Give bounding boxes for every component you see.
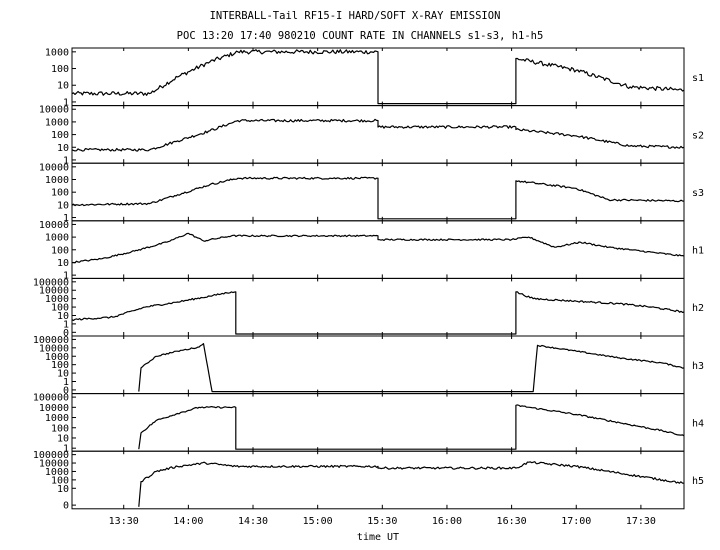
series-line-h5 xyxy=(138,461,685,507)
chart-subtitle: POC 13:20 17:40 980210 COUNT RATE IN CHA… xyxy=(177,30,544,42)
panel-s1: 1000 100 10 1 s1 xyxy=(45,47,704,108)
y-tick-label: 10000 xyxy=(39,403,69,414)
y-tick-label: 10 xyxy=(57,311,69,322)
y-tick-label: 100 xyxy=(51,188,69,199)
y-tick-label: 1 xyxy=(63,444,69,455)
y-tick-label: 100 xyxy=(51,475,69,486)
y-tick-label: 10 xyxy=(57,369,69,380)
y-tick-label: 10 xyxy=(57,200,69,211)
series-line-s2 xyxy=(71,118,685,152)
y-tick-label: 10 xyxy=(57,81,69,92)
panel-frame xyxy=(71,393,685,452)
channel-label-h3: h3 xyxy=(692,361,704,372)
chart-title: INTERBALL-Tail RF15-I HARD/SOFT X-RAY EM… xyxy=(210,10,501,22)
y-tick-label: 1000 xyxy=(45,352,69,363)
x-tick-label: 16:00 xyxy=(432,516,462,527)
y-tick-label: 100 xyxy=(51,423,69,434)
y-tick-label: 10000 xyxy=(39,286,69,297)
y-tick-label: 1000 xyxy=(45,294,69,305)
x-tick-label: 15:00 xyxy=(303,516,333,527)
y-tick-label: 100 xyxy=(51,64,69,75)
channel-label-h5: h5 xyxy=(692,476,704,487)
channel-label-s3: s3 xyxy=(692,188,704,199)
y-tick-label: 100 xyxy=(51,303,69,314)
y-tick-label: 1 xyxy=(63,213,69,224)
y-tick-label: 0 xyxy=(63,501,69,512)
panel-frame xyxy=(71,450,685,510)
y-tick-label: 100 xyxy=(51,360,69,371)
y-tick-label: 1000 xyxy=(45,117,69,128)
y-tick-label: 1 xyxy=(63,155,69,166)
channel-label-h2: h2 xyxy=(692,303,704,314)
panel-frame xyxy=(71,335,685,395)
y-tick-label: 1000 xyxy=(45,467,69,478)
y-tick-label: 10000 xyxy=(39,105,69,116)
x-tick-label: 15:30 xyxy=(367,516,397,527)
series-line-h2 xyxy=(71,291,685,335)
y-tick-label: 10 xyxy=(57,484,69,495)
y-tick-label: 1 xyxy=(63,319,69,330)
x-tick-label: 17:30 xyxy=(626,516,656,527)
y-tick-label: 100000 xyxy=(33,277,69,288)
y-tick-label: 10000 xyxy=(39,220,69,231)
panel-frame xyxy=(71,105,685,164)
x-tick-label: 14:30 xyxy=(238,516,268,527)
channel-label-s2: s2 xyxy=(692,130,704,141)
series-line-h3 xyxy=(138,343,685,393)
y-tick-label: 0 xyxy=(63,385,69,396)
y-tick-label: 100 xyxy=(51,245,69,256)
x-tick-label: 16:30 xyxy=(497,516,527,527)
y-tick-label: 100000 xyxy=(33,335,69,346)
x-axis-label: time UT xyxy=(357,532,399,543)
y-tick-label: 0 xyxy=(63,328,69,339)
y-tick-label: 100000 xyxy=(33,393,69,404)
y-tick-label: 10000 xyxy=(39,459,69,470)
y-tick-label: 1000 xyxy=(45,233,69,244)
series-line-h4 xyxy=(138,404,685,450)
y-tick-label: 1000 xyxy=(45,175,69,186)
y-tick-label: 10 xyxy=(57,143,69,154)
y-tick-label: 1 xyxy=(63,271,69,282)
y-tick-label: 10000 xyxy=(39,162,69,173)
panel-frame xyxy=(71,220,685,279)
x-tick-label: 17:00 xyxy=(561,516,591,527)
y-tick-label: 10 xyxy=(57,258,69,269)
y-tick-label: 100000 xyxy=(33,450,69,461)
y-tick-label: 1 xyxy=(63,97,69,108)
y-tick-label: 1 xyxy=(63,377,69,388)
series-line-s1 xyxy=(71,49,685,105)
x-tick-label: 14:00 xyxy=(173,516,203,527)
channel-label-h1: h1 xyxy=(692,246,704,257)
series-line-s3 xyxy=(71,176,685,220)
y-tick-label: 1000 xyxy=(45,413,69,424)
y-tick-label: 10 xyxy=(57,433,69,444)
channel-label-s1: s1 xyxy=(692,73,704,84)
series-line-h1 xyxy=(71,232,685,264)
y-tick-label: 1000 xyxy=(45,47,69,58)
panel-frame xyxy=(71,277,685,337)
y-tick-label: 10000 xyxy=(39,343,69,354)
y-tick-label: 100 xyxy=(51,130,69,141)
channel-label-h4: h4 xyxy=(692,418,704,429)
x-tick-label: 13:30 xyxy=(109,516,139,527)
